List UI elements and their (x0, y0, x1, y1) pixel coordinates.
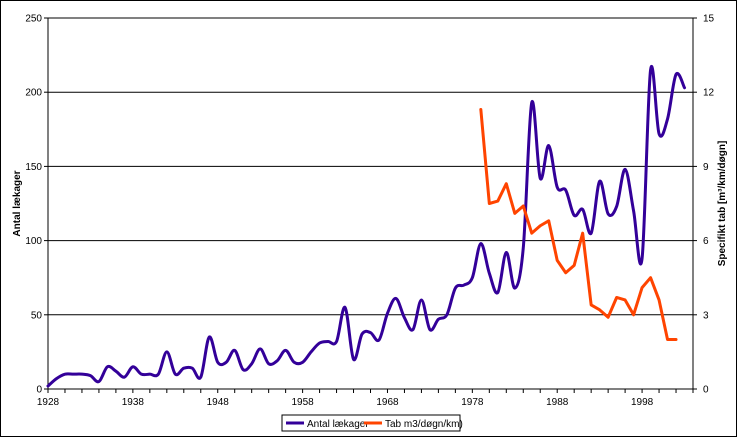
x-tick-label: 1938 (122, 397, 145, 408)
legend-label-tab: Tab m3/døgn/km) (385, 419, 463, 430)
series-line-0 (46, 65, 687, 388)
y2-tick-label: 0 (703, 385, 709, 396)
x-tick-label: 1928 (37, 397, 60, 408)
x-tick-label: 1968 (376, 397, 399, 408)
y2-tick-label: 15 (703, 14, 715, 25)
y2-tick-label: 3 (703, 310, 709, 321)
y-tick-label: 150 (25, 162, 42, 173)
axis-ticks: 0 50 100 150 200 250 0 3 6 9 12 15 1928 1938 1948 1958 1… (25, 14, 714, 409)
gridlines (48, 91, 693, 316)
legend: Antal lækager Tab m3/døgn/km) (281, 414, 463, 432)
x-tick-label: 1988 (546, 397, 569, 408)
series-line-1 (479, 108, 678, 342)
y-axis-title: Antal lækager (12, 170, 23, 236)
legend-label-antal: Antal lækager (307, 419, 369, 430)
y2-tick-label: 9 (703, 162, 709, 173)
x-tick-label: 1978 (461, 397, 484, 408)
x-tick-label: 1998 (631, 397, 654, 408)
series-lines (46, 65, 687, 388)
secondary-y-axis-title: Specifikt tab [m³/km/døgn] (717, 141, 728, 267)
y2-tick-label: 12 (703, 88, 715, 99)
y-tick-label: 50 (31, 310, 43, 321)
y-tick-label: 0 (36, 385, 42, 396)
y-tick-label: 100 (25, 236, 42, 247)
x-tick-label: 1958 (291, 397, 314, 408)
y2-tick-label: 6 (703, 236, 709, 247)
y-tick-label: 200 (25, 88, 42, 99)
y-tick-label: 250 (25, 14, 42, 25)
x-tick-label: 1948 (207, 397, 230, 408)
